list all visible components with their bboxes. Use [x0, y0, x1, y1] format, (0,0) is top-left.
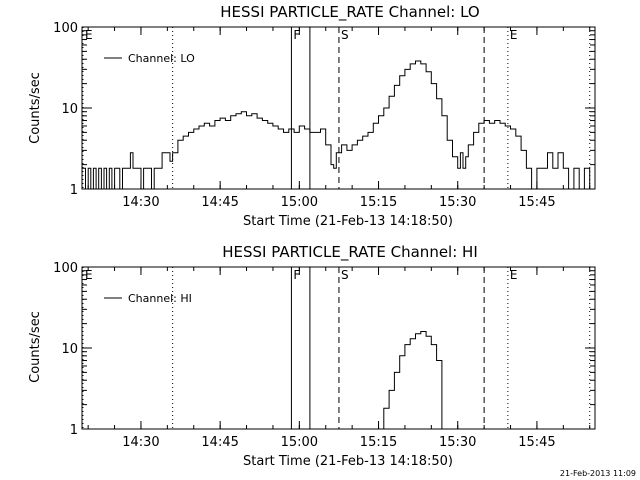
marker-label: F: [293, 28, 300, 42]
marker-label: E: [85, 28, 93, 42]
x-axis-label: Start Time (21-Feb-13 14:18:50): [243, 454, 453, 469]
x-tick-label: 15:30: [439, 195, 476, 210]
series-line: [82, 60, 596, 190]
series-layer: [82, 60, 596, 190]
y-tick-label: 100: [53, 261, 78, 276]
axis-ticks: 14:30 14:45 15:00 15:15 15:30 15:45 1 10 100: [53, 261, 595, 450]
lo-channel-panel: HESSI PARTICLE_RATE Channel: LO Counts/s…: [28, 3, 596, 229]
y-tick-label: 10: [61, 102, 78, 117]
legend: Channel: LO: [104, 52, 195, 65]
x-tick-label: 15:00: [281, 195, 318, 210]
marker-label: E: [85, 268, 93, 282]
x-tick-label: 15:15: [360, 435, 397, 450]
series-line: [378, 331, 443, 430]
chart-title: HESSI PARTICLE_RATE Channel: LO: [220, 3, 479, 22]
x-tick-label: 15:00: [281, 435, 318, 450]
y-tick-label: 1: [70, 423, 78, 438]
x-tick-label: 15:45: [518, 195, 555, 210]
y-axis-label: Counts/sec: [28, 311, 43, 383]
axis-ticks: 14:30 14:45 15:00 15:15 15:30 15:45 1 10 100: [53, 21, 595, 210]
marker-label: F: [293, 268, 300, 282]
marker-label: E: [510, 268, 518, 282]
timestamp-label: 21-Feb-2013 11:09: [560, 469, 636, 478]
hi-channel-panel: HESSI PARTICLE_RATE Channel: HI Counts/s…: [28, 243, 596, 469]
x-tick-label: 14:45: [201, 195, 238, 210]
x-tick-label: 14:30: [122, 435, 159, 450]
series-layer: [378, 331, 443, 430]
legend: Channel: HI: [104, 292, 192, 305]
x-tick-label: 15:45: [518, 435, 555, 450]
marker-label: S: [341, 268, 349, 282]
x-tick-label: 15:15: [360, 195, 397, 210]
y-tick-label: 10: [61, 342, 78, 357]
x-axis-label: Start Time (21-Feb-13 14:18:50): [243, 214, 453, 229]
y-tick-label: 100: [53, 21, 78, 36]
plot-frame: [81, 26, 596, 190]
plot-frame: [81, 266, 596, 430]
marker-label: S: [341, 28, 349, 42]
y-axis-label: Counts/sec: [28, 72, 43, 144]
legend-entry: Channel: HI: [128, 292, 192, 305]
x-tick-label: 14:30: [122, 195, 159, 210]
legend-entry: Channel: LO: [128, 52, 195, 65]
marker-label: E: [510, 28, 518, 42]
x-tick-label: 15:30: [439, 435, 476, 450]
x-tick-label: 14:45: [201, 435, 238, 450]
y-tick-label: 1: [70, 183, 78, 198]
chart-title: HESSI PARTICLE_RATE Channel: HI: [222, 243, 478, 262]
